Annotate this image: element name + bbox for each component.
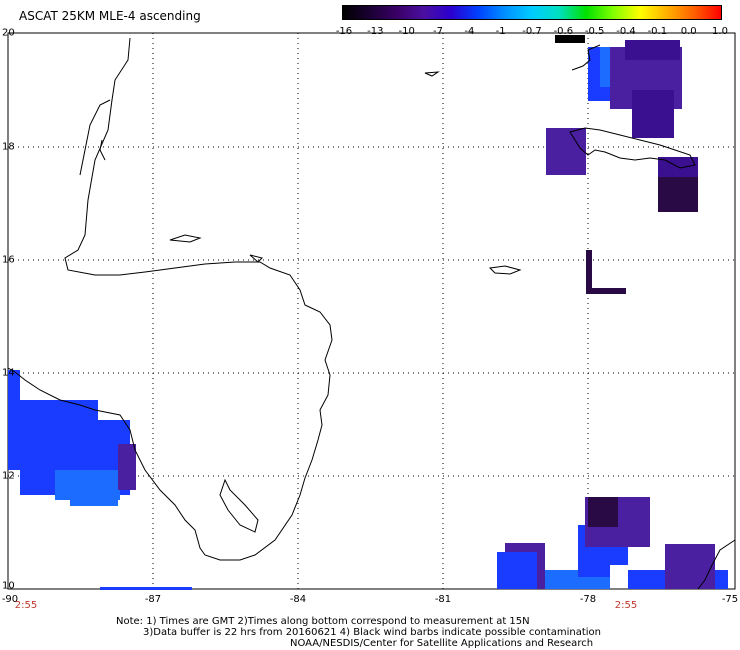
- data-cell: [632, 90, 674, 138]
- colorbar-label: -0.6: [553, 26, 574, 37]
- data-cell: [625, 40, 680, 60]
- data-cell: [546, 128, 586, 175]
- data-cell: [118, 444, 136, 490]
- colorbar-label: -0.5: [584, 26, 605, 37]
- wind-barb: [586, 250, 626, 294]
- lat-label: 18: [2, 141, 15, 153]
- note-line-1: Note: 1) Times are GMT 2)Times along bot…: [116, 616, 530, 627]
- colorbar-label: -16: [335, 26, 353, 37]
- data-cell: [95, 420, 125, 445]
- lon-label: -84: [289, 594, 307, 605]
- data-cell: [665, 544, 715, 589]
- colorbar-label: -0.7: [522, 26, 542, 37]
- time-label: 2:55: [614, 600, 638, 611]
- wind-cells-southeast: [497, 497, 728, 589]
- map-frame: [7, 32, 736, 590]
- colorbar-label: -1: [495, 26, 506, 37]
- colorbar-label: 1.0: [712, 26, 728, 37]
- data-cell: [610, 565, 628, 579]
- colorbar-label: -0.4: [616, 26, 636, 37]
- lat-label: 20: [2, 27, 15, 39]
- data-cell: [555, 35, 585, 43]
- colorbar-label: -7: [433, 26, 443, 37]
- colorbar-label: -0.1: [647, 26, 668, 37]
- coastlines: [7, 37, 736, 590]
- lon-label: -90: [1, 594, 19, 605]
- gridlines: [8, 33, 735, 589]
- data-cell: [100, 587, 192, 590]
- map-title: ASCAT 25KM MLE-4 ascending: [19, 9, 201, 23]
- colorbar-label: -13: [367, 26, 384, 37]
- data-cell: [588, 497, 618, 527]
- lon-label: -87: [144, 594, 162, 605]
- colorbar-label: 0.0: [680, 26, 697, 37]
- lat-label: 16: [2, 254, 15, 266]
- data-cell: [497, 552, 537, 589]
- lon-label: -81: [434, 594, 452, 605]
- wind-cells-northeast: [546, 35, 698, 212]
- colorbar: [342, 5, 722, 20]
- wind-cells-southwest: [8, 370, 192, 590]
- colorbar-label: -10: [398, 26, 415, 37]
- lat-label: 12: [2, 470, 15, 482]
- lat-label: 14: [2, 367, 15, 379]
- data-cell: [70, 490, 118, 506]
- note-line-3: NOAA/NESDIS/Center for Satellite Applica…: [290, 638, 594, 649]
- note-line-2: 3)Data buffer is 22 hrs from 20160621 4)…: [143, 627, 601, 638]
- lon-label: -78: [579, 594, 597, 605]
- time-label: 2:55: [14, 600, 38, 611]
- lat-label: 10: [2, 580, 15, 592]
- lon-label: -75: [721, 594, 739, 605]
- colorbar-label: -4: [464, 26, 475, 37]
